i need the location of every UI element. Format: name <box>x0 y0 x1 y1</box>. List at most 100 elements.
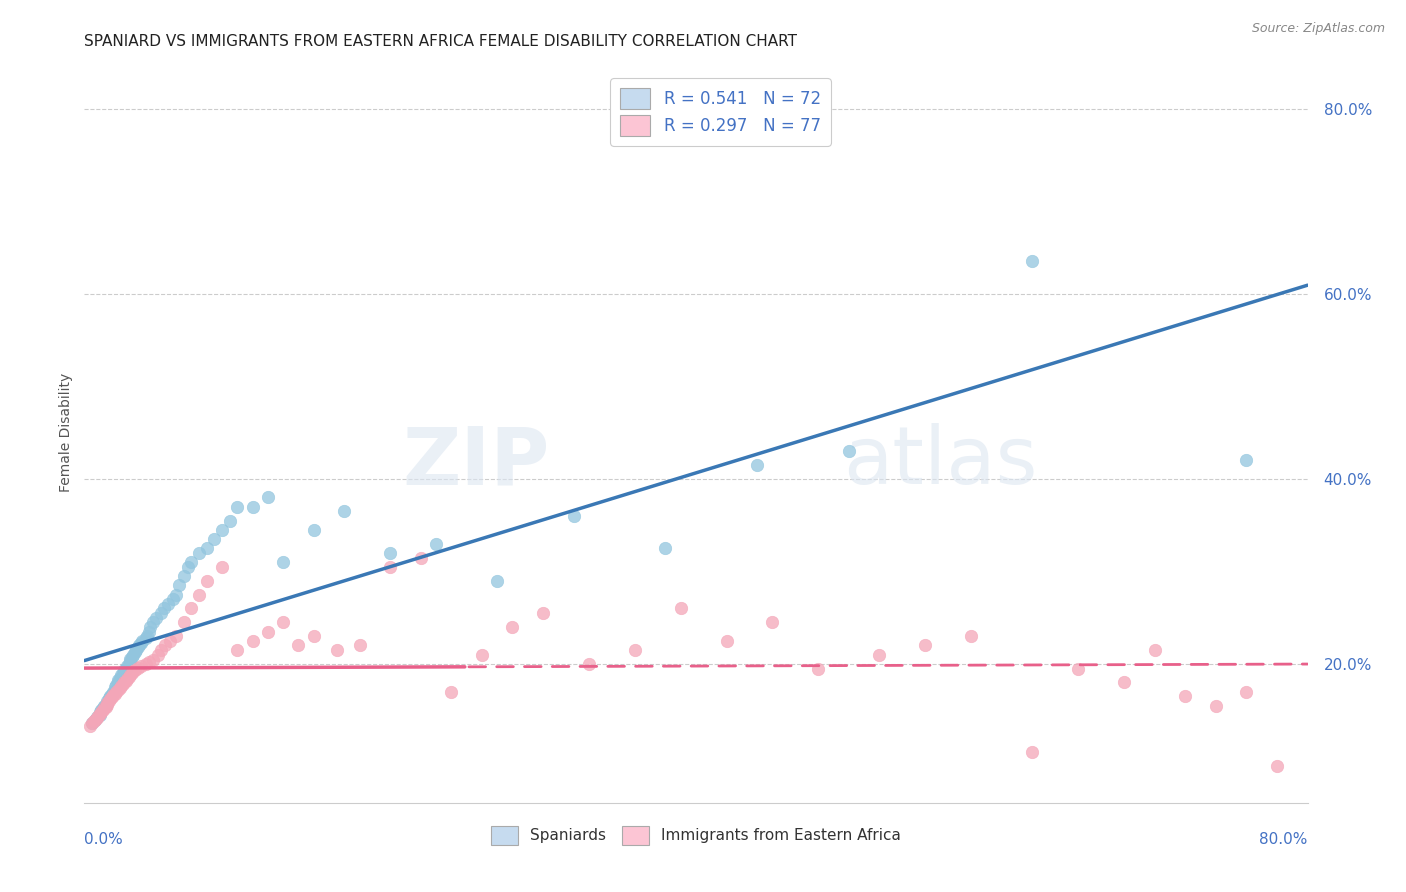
Point <box>86 711 108 725</box>
Text: 0.0%: 0.0% <box>84 832 124 847</box>
Point <box>80 716 103 731</box>
Point <box>333 504 356 518</box>
Point <box>180 555 202 569</box>
Point <box>159 633 181 648</box>
Point <box>103 689 125 703</box>
Point <box>669 601 692 615</box>
Point <box>89 706 111 721</box>
Point <box>115 672 138 686</box>
Point <box>440 685 463 699</box>
Point <box>105 678 128 692</box>
Point <box>98 690 121 704</box>
Text: SPANIARD VS IMMIGRANTS FROM EASTERN AFRICA FEMALE DISABILITY CORRELATION CHART: SPANIARD VS IMMIGRANTS FROM EASTERN AFRI… <box>84 34 797 49</box>
Point <box>654 541 676 556</box>
Point <box>94 699 117 714</box>
Point <box>1021 745 1043 759</box>
Point <box>107 673 129 687</box>
Legend: Spaniards, Immigrants from Eastern Africa: Spaniards, Immigrants from Eastern Afric… <box>485 820 907 851</box>
Point <box>90 705 112 719</box>
Point <box>1174 690 1197 704</box>
Point <box>86 710 108 724</box>
Point <box>121 666 143 681</box>
Point <box>180 601 202 615</box>
Point <box>107 675 129 690</box>
Point <box>120 654 142 668</box>
Point <box>94 698 117 712</box>
Point <box>84 713 107 727</box>
Point <box>242 633 264 648</box>
Point <box>716 633 738 648</box>
Point <box>257 491 280 505</box>
Point <box>83 714 105 729</box>
Point <box>108 681 131 695</box>
Point <box>127 640 149 655</box>
Point <box>149 643 172 657</box>
Point <box>120 652 142 666</box>
Point <box>1067 662 1090 676</box>
Point <box>869 648 891 662</box>
Point <box>1143 643 1166 657</box>
Point <box>96 694 118 708</box>
Point <box>167 578 190 592</box>
Point <box>115 658 138 673</box>
Point <box>122 665 145 679</box>
Point <box>107 682 129 697</box>
Point <box>96 698 118 712</box>
Point <box>103 685 125 699</box>
Point <box>302 629 325 643</box>
Point <box>110 679 132 693</box>
Point <box>79 719 101 733</box>
Point <box>562 508 585 523</box>
Point <box>135 657 157 671</box>
Point <box>101 687 124 701</box>
Point <box>157 597 180 611</box>
Point <box>409 550 432 565</box>
Point <box>93 698 115 713</box>
Point <box>747 458 769 472</box>
Point <box>129 636 152 650</box>
Point <box>124 663 146 677</box>
Point <box>97 691 120 706</box>
Point <box>139 620 162 634</box>
Point <box>242 500 264 514</box>
Point <box>153 601 176 615</box>
Point <box>89 707 111 722</box>
Point <box>145 610 167 624</box>
Point <box>80 716 103 731</box>
Point <box>271 615 294 630</box>
Point <box>173 569 195 583</box>
Point <box>118 657 141 671</box>
Point <box>98 692 121 706</box>
Point <box>142 653 165 667</box>
Point <box>1205 698 1227 713</box>
Point <box>578 657 600 671</box>
Y-axis label: Female Disability: Female Disability <box>59 373 73 492</box>
Point <box>114 662 136 676</box>
Text: ZIP: ZIP <box>402 423 550 501</box>
Point <box>93 701 115 715</box>
Point <box>90 703 112 717</box>
Point <box>89 705 111 719</box>
Point <box>287 639 309 653</box>
Point <box>188 588 211 602</box>
Point <box>142 615 165 630</box>
Point <box>202 532 225 546</box>
Point <box>104 682 127 697</box>
Point <box>105 685 128 699</box>
Point <box>1021 254 1043 268</box>
Point <box>807 662 830 676</box>
Point <box>120 668 142 682</box>
Point <box>129 658 152 673</box>
Point <box>121 649 143 664</box>
Point <box>165 588 187 602</box>
Point <box>122 648 145 662</box>
Point <box>91 701 114 715</box>
Point <box>838 444 860 458</box>
Point <box>226 643 249 657</box>
Point <box>84 713 107 727</box>
Text: Source: ZipAtlas.com: Source: ZipAtlas.com <box>1251 22 1385 36</box>
Point <box>110 668 132 682</box>
Point <box>125 643 148 657</box>
Point <box>136 629 159 643</box>
Point <box>226 500 249 514</box>
